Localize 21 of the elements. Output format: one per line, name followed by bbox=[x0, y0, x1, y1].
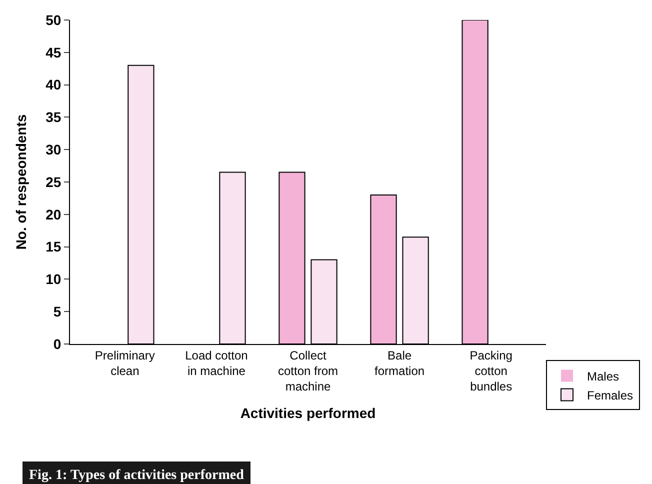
caption: Fig. 1: Types of activities performed bbox=[29, 468, 244, 483]
x-tick-label: Bale formation bbox=[374, 348, 425, 378]
x-tick-label: Collect cotton from machine bbox=[278, 348, 338, 394]
x-tick-label: Packing cotton bundles bbox=[470, 348, 512, 394]
y-tick-label: 45 bbox=[46, 44, 62, 60]
y-tick-label: 0 bbox=[53, 336, 62, 352]
y-tick-label: 15 bbox=[46, 238, 62, 255]
y-tick-label: 25 bbox=[46, 174, 62, 190]
y-tick-label: 5 bbox=[53, 304, 62, 320]
x-tick-label: Preliminary clean bbox=[94, 348, 155, 378]
y-tick-label: 35 bbox=[46, 109, 62, 126]
y-tick-label: 20 bbox=[46, 206, 62, 222]
y-tick-label: 50 bbox=[46, 12, 62, 28]
y-tick-label: 30 bbox=[46, 142, 62, 158]
y-tick-label: 10 bbox=[46, 271, 62, 288]
x-tick-label: Load cotton in machine bbox=[185, 348, 248, 378]
legend-label: Males bbox=[587, 369, 620, 384]
x-axis-title: Activities performed bbox=[240, 404, 376, 421]
y-tick-label: 40 bbox=[46, 76, 62, 93]
y-axis-title: No. of respeondents bbox=[13, 114, 30, 250]
legend-label: Females bbox=[587, 388, 634, 402]
